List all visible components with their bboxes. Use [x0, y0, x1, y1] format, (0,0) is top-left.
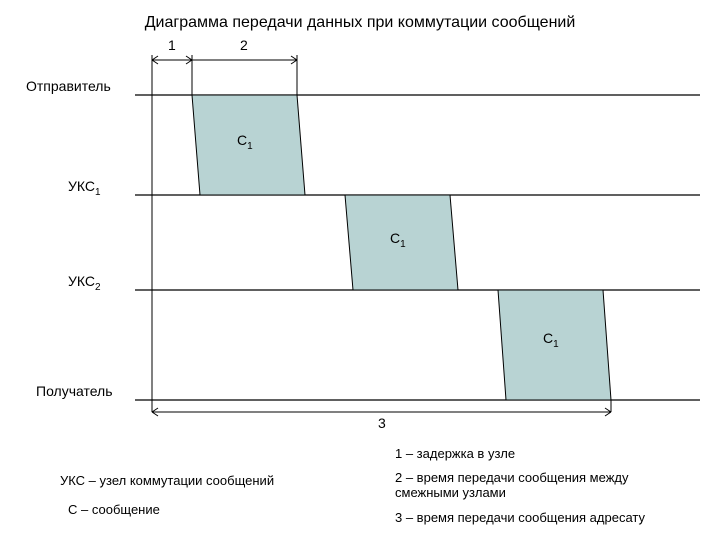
dim-label-1: 1 [168, 37, 176, 53]
legend-item-3: 3 – время передачи сообщения адресату [395, 510, 705, 525]
row-label-uks2: УКС2 [68, 273, 101, 293]
row-label-uks1: УКС1 [68, 178, 101, 198]
msg-label-3: С1 [543, 330, 559, 350]
legend-item-2: 2 – время передачи сообщения между смежн… [395, 470, 695, 500]
row-label-receiver: Получатель [36, 383, 113, 399]
dim-label-3: 3 [378, 415, 386, 431]
msg-label-2: С1 [390, 230, 406, 250]
legend-uks: УКС – узел коммутации сообщений [60, 473, 360, 488]
dim-label-2: 2 [240, 37, 248, 53]
row-label-sender: Отправитель [26, 78, 111, 94]
legend-item-1: 1 – задержка в узле [395, 446, 695, 461]
legend-c: С – сообщение [68, 502, 368, 517]
msg-label-1: С1 [237, 132, 253, 152]
